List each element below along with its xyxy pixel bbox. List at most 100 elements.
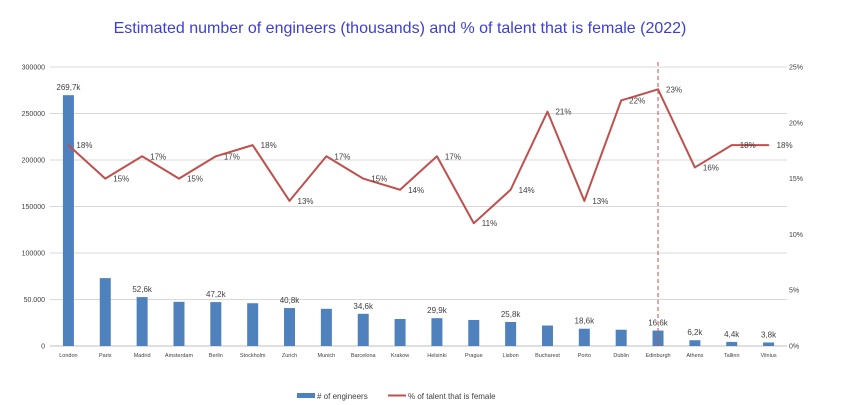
left-axis-tick: 250000 [22,111,45,118]
bar [357,313,369,346]
bar [505,322,517,346]
legend-line-label: % of talent that is female [408,392,496,401]
bar-data-label: 18,6k [575,317,596,326]
bar [210,302,222,346]
category-label: Helsinki [427,353,446,359]
category-label: Prague [465,353,483,359]
line-point [178,177,180,180]
line-point [583,200,586,202]
right-axis-tick: 10% [789,232,803,239]
category-label: Tallinn [724,353,740,359]
line-point [620,99,622,102]
category-label: Stockholm [240,353,266,359]
category-label: Athens [686,353,703,359]
category-label: Dublin [613,353,629,359]
right-axis-tick: 5% [789,288,799,295]
left-axis-tick: 200000 [22,158,45,165]
line-point [657,88,659,91]
bar [763,342,775,346]
left-axis-tick: 100000 [22,251,45,258]
category-labels: London Paris Madrid Amsterdam Berlin Stockhol… [59,353,777,359]
bar [726,341,738,346]
bar-data-label: 29,9k [427,306,448,315]
bar [394,319,406,346]
line-point [325,155,328,158]
bar-data-label: 52,6k [132,285,153,294]
right-axis-tick: 15% [789,176,803,183]
line-data-label: 22% [629,96,645,105]
bar-data-label: 34,6k [353,302,374,311]
line-data-label: 14% [408,186,424,195]
bar [578,328,590,346]
category-label: Bucharest [535,353,560,359]
bar-data-label: 6,2k [687,328,703,337]
bar-data-label: 269,7k [56,83,81,92]
gridlines [50,66,787,347]
category-label: Amsterdam [165,353,194,359]
line-point [767,144,770,146]
line-data-label: 16% [703,163,719,172]
line-data-label: 15% [371,175,387,184]
bar [689,340,701,346]
line-data-labels: 18% 15% 17% 15% 17% 18% 13% 17% 15% 14% 17% 11% 14% 2… [67,85,793,228]
line-data-label: 17% [445,152,461,161]
bar-data-label: 4,4k [724,330,740,339]
left-axis-tick: 300000 [22,65,45,72]
line-point [694,166,696,169]
left-axis-ticks: 0 50.000 100000 150000 200000 250000 300000 [22,65,45,351]
line-point [104,177,107,180]
line-point [546,110,549,113]
line-data-label: 15% [113,175,129,184]
line-data-label: 13% [298,197,314,206]
line-point [67,144,70,146]
bar [247,303,259,346]
bar-series [62,95,775,346]
line-data-label: 23% [666,85,682,94]
category-label: Lisbon [503,353,519,359]
chart-title: Estimated number of engineers (thousands… [114,20,687,37]
bar-data-label: 3,8k [761,330,777,339]
category-label: Krakow [391,353,409,359]
line-point [215,155,217,158]
bar [173,301,185,346]
line-data-label: 18% [261,141,277,150]
line-data-label: 11% [482,219,497,228]
category-label: Paris [99,353,112,359]
line-series [67,88,769,225]
line-point [141,155,143,158]
bar [431,318,443,346]
line-point [362,177,365,180]
line-data-label: 17% [150,152,166,161]
line-point [288,200,291,202]
bar [541,325,553,346]
line-point [730,144,733,146]
category-label: Barcelona [351,353,377,359]
line-data-label: 15% [187,175,203,184]
bar [615,329,627,346]
line-data-label: 18% [76,141,92,150]
bar [468,319,480,346]
line-point [509,188,512,191]
category-label: Vilnius [761,353,777,359]
left-axis-tick: 0 [41,344,45,351]
right-axis-tick: 25% [789,65,803,72]
category-label: Munich [318,353,336,359]
left-axis-tick: 50.000 [24,297,46,304]
line-point [251,144,254,146]
right-axis-tick: 20% [789,120,803,127]
bar-data-label: 47,2k [206,290,227,299]
line-point [399,188,401,191]
bar-data-label: 40,8k [280,296,301,305]
category-label: Madrid [134,353,151,359]
bar-data-labels: 269,7k 52,6k 47,2k 40,8k 34,6k 29,9k 25,8k 18,6… [56,83,777,339]
bar-data-label: 25,8k [501,310,522,319]
legend-bar-label: # of engineers [317,392,368,401]
line-data-label: 17% [224,152,240,161]
bar [99,278,111,346]
legend: # of engineers % of talent that is femal… [297,392,496,401]
category-label: Edinburgh [645,353,670,359]
category-label: Zurich [282,353,297,359]
left-axis-tick: 150000 [22,204,45,211]
legend-bar-swatch [297,393,315,398]
